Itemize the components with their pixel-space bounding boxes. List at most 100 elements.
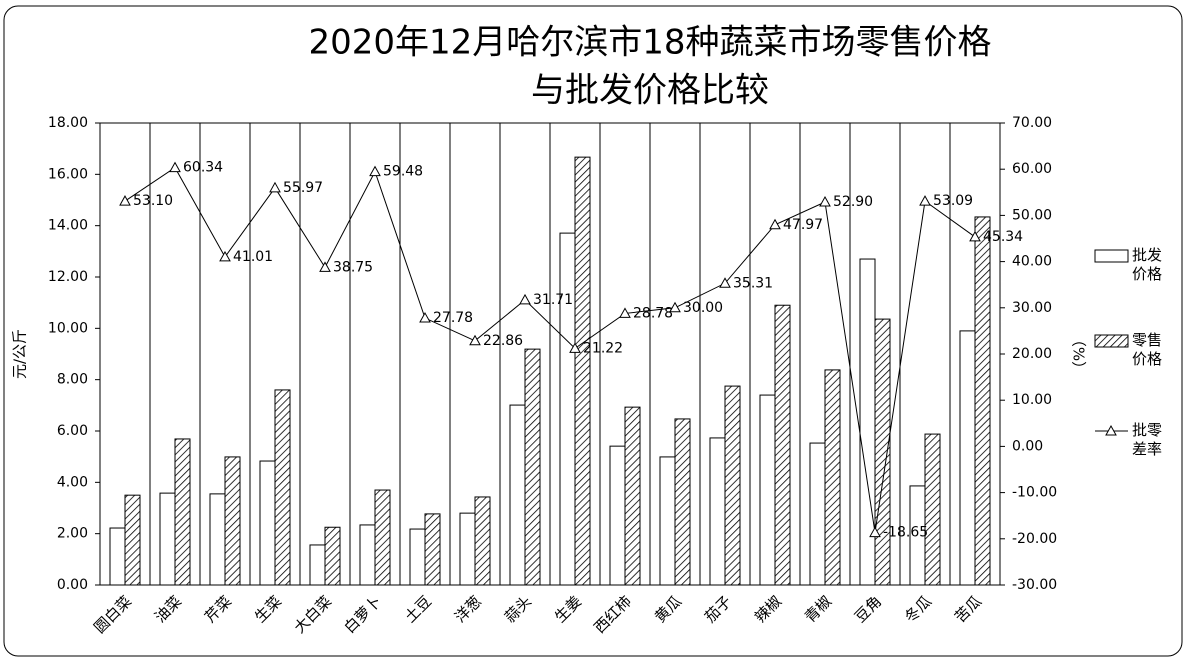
y2-tick-label: 50.00 <box>1012 207 1052 223</box>
data-label: 30.00 <box>683 300 723 316</box>
bar <box>359 524 376 586</box>
marker <box>269 181 281 193</box>
bar <box>409 528 426 586</box>
data-label: 22.86 <box>483 333 523 349</box>
marker <box>569 342 581 353</box>
bar <box>474 496 491 586</box>
y-tick-label: 10.00 <box>48 320 88 336</box>
bar <box>674 418 691 586</box>
y-tick-label: 0.00 <box>57 577 88 593</box>
bar <box>709 437 726 586</box>
marker <box>619 307 631 318</box>
y-tick-label: 4.00 <box>57 474 88 490</box>
y-tick-label: 18.00 <box>48 115 88 131</box>
y-tick-label: 6.00 <box>57 423 88 439</box>
y2-tick-label: 70.00 <box>1012 115 1052 131</box>
data-label: 45.34 <box>983 229 1023 245</box>
legend-label: 批零差率 <box>1132 421 1163 458</box>
line <box>124 166 976 533</box>
y2-tick-label: -30.00 <box>1012 577 1057 593</box>
bar <box>724 385 741 586</box>
data-label: 41.01 <box>233 249 273 265</box>
bar <box>309 544 326 586</box>
bar <box>324 526 341 586</box>
bar <box>159 492 176 586</box>
y2-tick-label: 30.00 <box>1012 300 1052 316</box>
marker <box>169 161 181 173</box>
bar <box>774 304 791 586</box>
bar <box>374 489 391 586</box>
bar <box>574 156 591 586</box>
marker <box>119 195 131 206</box>
bar <box>824 369 841 586</box>
bar <box>459 512 476 586</box>
bar <box>274 389 291 586</box>
chart-title: 与批发价格比较 <box>531 71 769 111</box>
bar <box>259 460 276 586</box>
bar <box>124 494 141 586</box>
bar <box>974 216 991 586</box>
legend-swatch <box>1105 424 1117 436</box>
data-label: 38.75 <box>333 259 373 275</box>
bar <box>524 348 541 586</box>
y2-tick-label: 60.00 <box>1012 161 1052 177</box>
marker <box>519 293 531 305</box>
marker <box>419 312 431 323</box>
data-label: -18.65 <box>883 525 928 541</box>
data-label: 21.22 <box>583 340 623 356</box>
bar <box>224 456 241 586</box>
y2-axis-label: （%） <box>1070 332 1088 376</box>
marker <box>669 301 681 313</box>
y-tick-label: 16.00 <box>48 166 88 182</box>
y-tick-label: 8.00 <box>57 372 88 388</box>
legend: 批发价格 <box>1132 246 1163 283</box>
bar <box>809 442 826 586</box>
legend-swatch <box>1094 334 1129 348</box>
bar <box>509 404 526 586</box>
bar <box>174 438 191 586</box>
bar <box>559 232 576 586</box>
bar <box>659 456 676 586</box>
marker <box>869 526 881 538</box>
data-label: 52.90 <box>833 194 873 210</box>
y-tick-label: 2.00 <box>57 526 88 542</box>
data-label: 53.10 <box>133 193 173 209</box>
y2-tick-label: 40.00 <box>1012 254 1052 270</box>
y-axis-label: 元/公斤 <box>11 329 29 379</box>
data-label: 28.78 <box>633 305 673 321</box>
bar <box>759 394 776 586</box>
chart-title: 2020年12月哈尔滨市18种蔬菜市场零售价格 <box>308 23 991 63</box>
bar <box>924 433 941 586</box>
data-label: 47.97 <box>783 217 823 233</box>
bar <box>109 527 126 586</box>
data-label: 53.09 <box>933 193 973 209</box>
bar <box>874 318 891 586</box>
data-label: 31.71 <box>533 292 573 308</box>
bar <box>424 513 441 586</box>
bar <box>209 493 226 586</box>
y2-tick-label: -20.00 <box>1012 531 1057 547</box>
y-tick-label: 12.00 <box>48 269 88 285</box>
legend: 零售价格 <box>1132 331 1162 368</box>
y-tick-label: 14.00 <box>48 218 88 234</box>
marker <box>769 218 781 230</box>
marker <box>469 334 481 346</box>
marker <box>969 230 981 242</box>
bar <box>959 330 976 586</box>
marker <box>319 261 331 272</box>
data-label: 35.31 <box>733 275 773 291</box>
bar <box>609 445 626 586</box>
data-label: 59.48 <box>383 164 423 180</box>
legend-label: 批发价格 <box>1132 246 1163 283</box>
legend-swatch <box>1094 249 1129 263</box>
legend: 批零差率 <box>1132 421 1163 458</box>
marker <box>369 165 381 177</box>
marker <box>919 195 931 206</box>
bar <box>624 406 641 586</box>
y2-tick-label: -10.00 <box>1012 485 1057 501</box>
y2-tick-label: 0.00 <box>1012 438 1043 454</box>
marker <box>219 250 231 262</box>
data-label: 27.78 <box>433 310 473 326</box>
marker <box>719 277 731 288</box>
